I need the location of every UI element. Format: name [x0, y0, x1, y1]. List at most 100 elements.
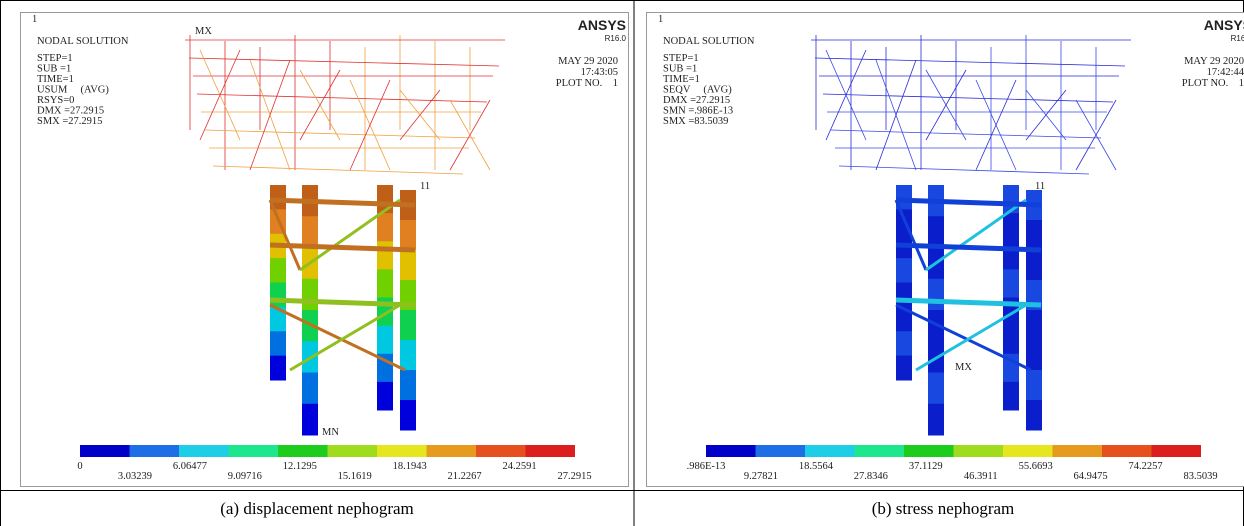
brand: ANSYS	[1204, 17, 1244, 33]
info-line: DMX =27.2915	[37, 106, 104, 117]
leg-segment	[377, 213, 393, 242]
leg-segment	[1026, 250, 1042, 281]
colorbar-segment	[278, 445, 328, 457]
leg-segment	[270, 356, 286, 381]
leg-segment	[1003, 213, 1019, 242]
colorbar-label: 6.06477	[173, 461, 207, 472]
leg-segment	[1026, 370, 1042, 401]
colorbar-segment	[229, 445, 279, 457]
window-index: 1	[658, 14, 663, 25]
colorbar-label: .986E-13	[687, 461, 726, 472]
colorbar-segment	[179, 445, 229, 457]
version: R16.0	[605, 34, 627, 43]
leg-segment	[400, 370, 416, 401]
leg-segment	[377, 269, 393, 298]
info-line: STEP=1	[663, 53, 699, 64]
info-line: SMX =27.2915	[37, 116, 102, 127]
leg-segment	[400, 310, 416, 341]
colorbar-label: 15.1619	[338, 471, 372, 482]
leg-segment	[377, 241, 393, 270]
version: R16.0	[1231, 34, 1244, 43]
colorbar-segment	[954, 445, 1004, 457]
info-line: TIME=1	[663, 74, 700, 85]
colorbar-label: 9.27821	[744, 471, 778, 482]
colorbar-segment	[855, 445, 905, 457]
leg-segment	[896, 283, 912, 308]
leg-segment	[302, 404, 318, 436]
colorbar-segment	[80, 445, 130, 457]
leg-segment	[377, 382, 393, 411]
plot-frame	[21, 13, 629, 487]
leg-segment	[400, 250, 416, 281]
caption: (b) stress nephogram	[872, 499, 1015, 518]
colorbar-label: 37.1129	[909, 461, 943, 472]
brand: ANSYS	[578, 17, 626, 33]
date: MAY 29 2020	[558, 56, 618, 67]
info-line: SUB =1	[37, 64, 71, 75]
leg-segment	[928, 216, 944, 248]
colorbar-label: 27.8346	[854, 471, 888, 482]
marker-label: 11	[1035, 181, 1045, 192]
colorbar-label: 83.5039	[1183, 471, 1217, 482]
plot-number: PLOT NO. 1	[1182, 78, 1244, 89]
marker-label: MX	[195, 26, 212, 37]
colorbar-segment	[706, 445, 756, 457]
leg-segment	[1026, 220, 1042, 251]
heading: NODAL SOLUTION	[37, 36, 129, 47]
colorbar-segment	[904, 445, 954, 457]
colorbar-label: 18.1943	[393, 461, 427, 472]
colorbar-label: 27.2915	[557, 471, 591, 482]
marker-label: MX	[955, 362, 972, 373]
colorbar-label: 21.2267	[448, 471, 482, 482]
time: 17:43:05	[581, 67, 618, 78]
colorbar-segment	[130, 445, 180, 457]
leg-segment	[1003, 382, 1019, 411]
leg-segment	[270, 283, 286, 308]
info-line: SMN =.986E-13	[663, 106, 733, 117]
leg-segment	[1003, 326, 1019, 355]
leg-segment	[270, 331, 286, 356]
colorbar-segment	[476, 445, 526, 457]
colorbar-segment	[805, 445, 855, 457]
leg-segment	[302, 216, 318, 248]
colorbar-segment	[756, 445, 806, 457]
leg-segment	[400, 400, 416, 431]
window-index: 1	[32, 14, 37, 25]
leg-segment	[1003, 241, 1019, 270]
colorbar-segment	[377, 445, 427, 457]
colorbar-label: 12.1295	[283, 461, 317, 472]
info-line: SUB =1	[663, 64, 697, 75]
info-line: STEP=1	[37, 53, 73, 64]
colorbar-label: 46.3911	[964, 471, 998, 482]
leg-segment	[896, 331, 912, 356]
date: MAY 29 2020	[1184, 56, 1244, 67]
marker-label: MN	[322, 427, 339, 438]
heading: NODAL SOLUTION	[663, 36, 755, 47]
leg-segment	[1026, 310, 1042, 341]
plot-frame	[647, 13, 1244, 487]
info-line: DMX =27.2915	[663, 95, 730, 106]
colorbar-segment	[328, 445, 378, 457]
leg-segment	[270, 258, 286, 283]
leg-segment	[896, 356, 912, 381]
colorbar-label: 3.03239	[118, 471, 152, 482]
colorbar-segment	[1053, 445, 1103, 457]
time: 17:42:44	[1207, 67, 1244, 78]
leg-segment	[1003, 269, 1019, 298]
caption: (a) displacement nephogram	[220, 499, 414, 518]
leg-segment	[896, 258, 912, 283]
colorbar-label: 18.5564	[799, 461, 834, 472]
leg-segment	[377, 326, 393, 355]
colorbar-segment	[1003, 445, 1053, 457]
colorbar-segment	[1102, 445, 1152, 457]
leg-segment	[400, 340, 416, 371]
colorbar-label: 24.2591	[502, 461, 536, 472]
info-line: RSYS=0	[37, 95, 74, 106]
info-line: USUM (AVG)	[37, 85, 109, 96]
colorbar-label: 74.2257	[1128, 461, 1162, 472]
colorbar-segment	[526, 445, 576, 457]
info-line: SMX =83.5039	[663, 116, 728, 127]
colorbar-segment	[1152, 445, 1202, 457]
